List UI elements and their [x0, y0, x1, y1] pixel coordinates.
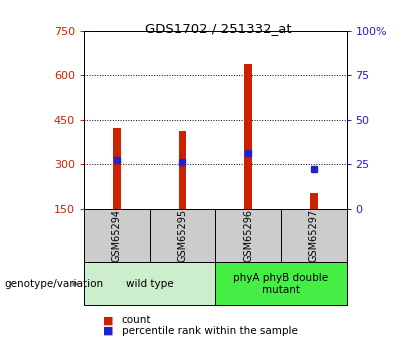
Bar — [310, 193, 318, 209]
Text: ■: ■ — [103, 326, 113, 335]
Bar — [84, 209, 150, 262]
Text: percentile rank within the sample: percentile rank within the sample — [122, 326, 298, 335]
Text: phyA phyB double
mutant: phyA phyB double mutant — [234, 273, 328, 295]
Bar — [113, 128, 121, 209]
Bar — [150, 209, 215, 262]
Text: genotype/variation: genotype/variation — [4, 279, 103, 288]
Text: GSM65295: GSM65295 — [177, 209, 187, 262]
Text: GDS1702 / 251332_at: GDS1702 / 251332_at — [145, 22, 292, 36]
Text: ■: ■ — [103, 315, 113, 325]
Text: GSM65296: GSM65296 — [243, 209, 253, 262]
Text: GSM65297: GSM65297 — [309, 209, 319, 262]
Text: count: count — [122, 315, 151, 325]
Bar — [215, 209, 281, 262]
Bar — [84, 262, 215, 305]
Bar — [244, 64, 252, 209]
Bar — [281, 209, 346, 262]
Text: GSM65294: GSM65294 — [112, 209, 122, 262]
Text: wild type: wild type — [126, 279, 173, 289]
Bar — [178, 131, 186, 209]
Bar — [215, 262, 346, 305]
